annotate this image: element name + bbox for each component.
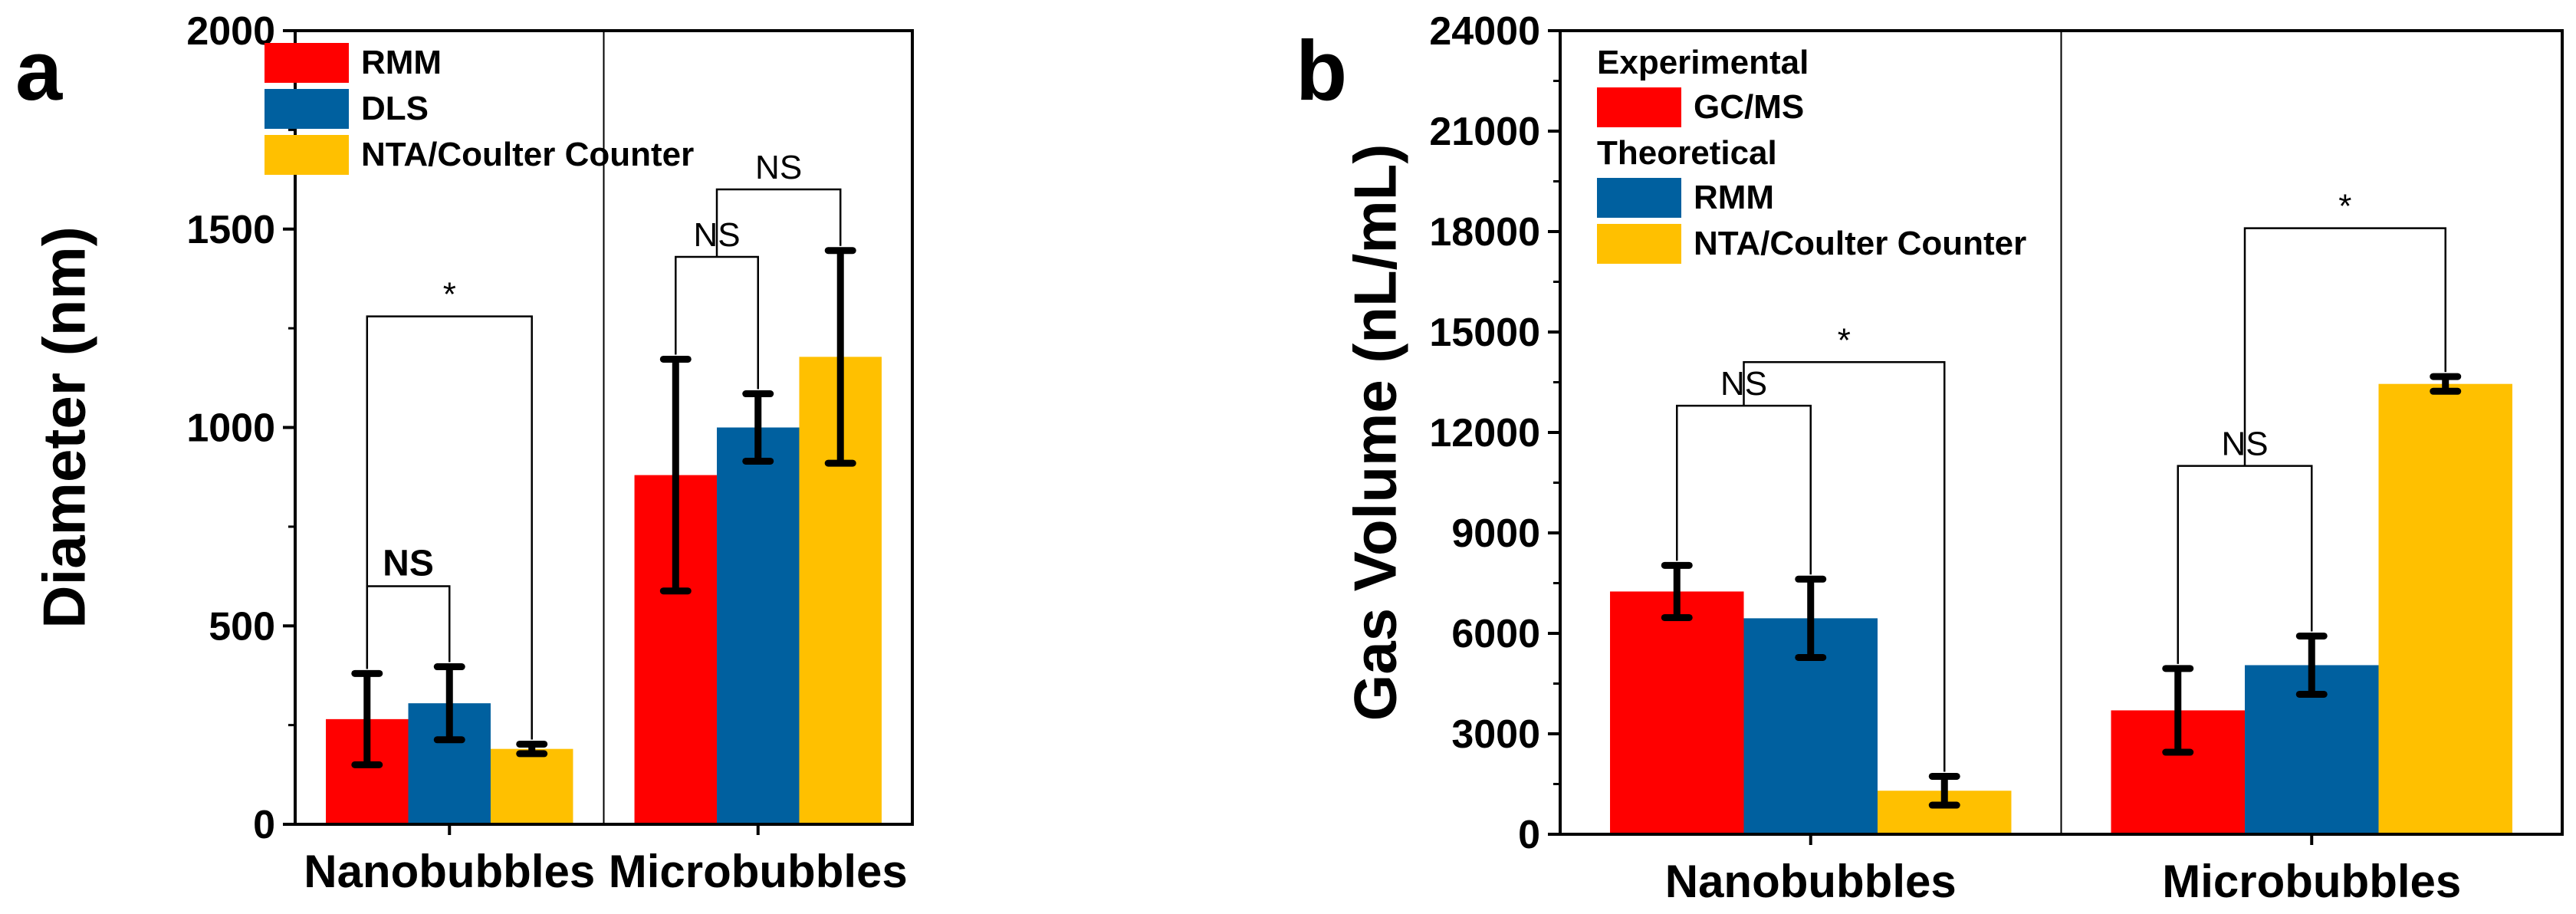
y-axis-title: Diameter (nm) bbox=[31, 226, 98, 628]
bar-dls-microbubbles bbox=[717, 427, 800, 824]
x-category-label: Nanobubbles bbox=[1665, 856, 1957, 907]
x-category-label: Nanobubbles bbox=[304, 846, 595, 897]
legend-label: GC/MS bbox=[1694, 88, 1804, 126]
y-tick-label: 1000 bbox=[186, 406, 275, 451]
bar-nta-coulter-counter-nanobubbles bbox=[490, 748, 573, 824]
legend-swatch bbox=[1597, 87, 1681, 127]
y-tick-label: 0 bbox=[1518, 813, 1540, 857]
y-tick-label: 2000 bbox=[186, 9, 275, 54]
significance-label: NS bbox=[383, 544, 434, 584]
bar-nta-coulter-counter-microbubbles bbox=[2378, 383, 2512, 834]
legend-swatch bbox=[264, 89, 349, 129]
y-tick-label: 1500 bbox=[186, 208, 275, 252]
panel-letter: b bbox=[1296, 24, 1347, 118]
legend-label: RMM bbox=[1694, 179, 1774, 216]
significance-bracket bbox=[1743, 361, 1946, 772]
y-tick-label: 6000 bbox=[1451, 612, 1540, 656]
y-tick-label: 3000 bbox=[1451, 712, 1540, 757]
significance-bracket bbox=[366, 585, 451, 669]
legend-swatch bbox=[264, 43, 349, 83]
significance-bracket bbox=[715, 188, 842, 257]
y-tick-label: 500 bbox=[209, 604, 275, 649]
x-category-label: Microbubbles bbox=[609, 846, 908, 897]
legend-label: RMM bbox=[361, 44, 442, 81]
significance-bracket bbox=[2177, 465, 2313, 664]
y-tick-label: 24000 bbox=[1429, 9, 1540, 54]
bar-gc-ms-nanobubbles bbox=[1610, 591, 1744, 834]
legend-group-header: Experimental bbox=[1597, 44, 1809, 81]
significance-label: * bbox=[2338, 188, 2351, 225]
significance-label: * bbox=[443, 276, 456, 314]
significance-label: NS bbox=[755, 149, 802, 186]
significance-bracket bbox=[366, 315, 533, 740]
y-tick-label: 15000 bbox=[1429, 311, 1540, 355]
legend-label: NTA/Coulter Counter bbox=[361, 136, 694, 173]
y-tick-label: 21000 bbox=[1429, 110, 1540, 154]
legend-label: NTA/Coulter Counter bbox=[1694, 225, 2026, 262]
legend-group-header: Theoretical bbox=[1597, 134, 1777, 172]
y-tick-label: 18000 bbox=[1429, 210, 1540, 255]
panel-b: bNS*NS*030006000900012000150001800021000… bbox=[1296, 9, 2564, 907]
panel-letter: a bbox=[15, 24, 63, 118]
x-category-label: Microbubbles bbox=[2162, 856, 2461, 907]
y-tick-label: 9000 bbox=[1451, 511, 1540, 556]
legend-swatch bbox=[1597, 178, 1681, 218]
legend-swatch bbox=[1597, 224, 1681, 264]
significance-label: * bbox=[1838, 321, 1851, 359]
significance-bracket bbox=[1676, 404, 1812, 575]
significance-bracket bbox=[675, 255, 759, 390]
legend-label: DLS bbox=[361, 90, 429, 127]
y-tick-label: 0 bbox=[253, 803, 275, 847]
y-tick-label: 12000 bbox=[1429, 411, 1540, 455]
significance-bracket bbox=[2243, 227, 2446, 466]
y-axis-title: Gas Volume (nL/mL) bbox=[1342, 144, 1409, 722]
legend-swatch bbox=[264, 135, 349, 175]
